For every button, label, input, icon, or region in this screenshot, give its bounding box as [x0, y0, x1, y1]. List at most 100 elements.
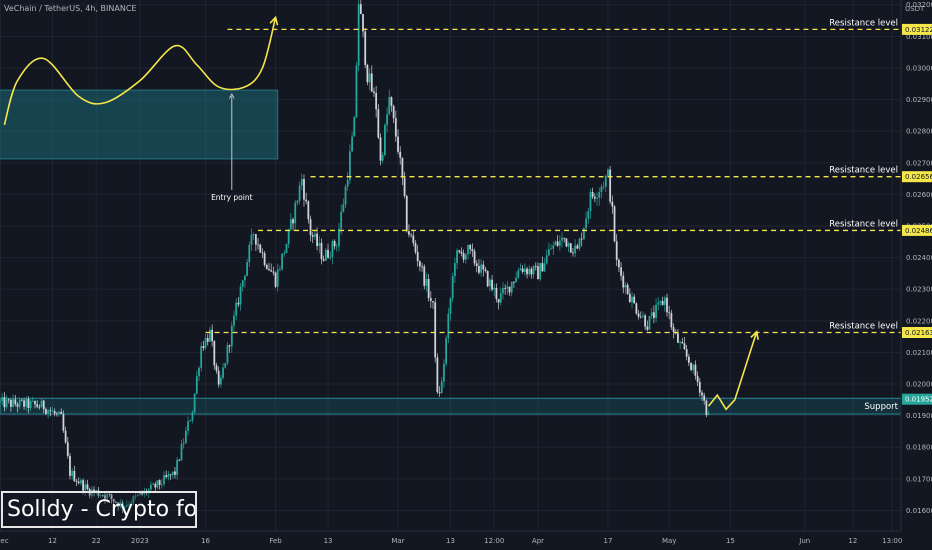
candle-body	[182, 442, 185, 445]
candle-body	[311, 235, 314, 237]
candle-body	[163, 475, 165, 485]
candle-body	[412, 235, 415, 244]
candle-body	[469, 244, 472, 250]
candle-body	[561, 237, 563, 241]
candle-body	[7, 399, 10, 401]
candle-body	[292, 219, 294, 224]
candle-body	[602, 186, 605, 188]
candle-body	[101, 495, 104, 497]
candle-body	[31, 401, 34, 402]
candle-body	[532, 266, 535, 275]
candle-body	[211, 329, 214, 342]
candle-body	[604, 176, 607, 187]
candle-body	[104, 495, 106, 499]
candle-body	[156, 480, 159, 488]
annotations: Entry point	[3, 15, 759, 411]
candle-body	[154, 483, 157, 488]
candle-body	[471, 249, 474, 252]
current-price-tag	[902, 393, 932, 405]
candle-body	[552, 245, 555, 249]
candle-body	[506, 286, 509, 289]
candle-body	[357, 4, 360, 66]
candle-body	[283, 253, 286, 254]
candle-body	[425, 279, 428, 286]
candle-body	[692, 364, 695, 371]
candle-body	[125, 504, 128, 507]
candle-body	[265, 264, 268, 269]
candle-body	[635, 303, 638, 314]
candle-body	[296, 200, 299, 203]
time-axis[interactable]: ec 12 22 2023 16 Feb 13 Mar 13 12:00 Apr 17 May 15 Jun…	[0, 530, 932, 550]
candle-body	[29, 401, 32, 409]
candle-body	[64, 430, 67, 443]
candle-body	[344, 186, 347, 205]
candle-body	[42, 400, 45, 410]
chart-title: VeChain / TetherUS, 4h, BINANCE	[4, 4, 137, 13]
candle-body	[530, 268, 533, 275]
candle-body	[611, 201, 614, 207]
time-tick-label: Feb	[269, 537, 282, 545]
candle-body	[683, 343, 686, 350]
candle-body	[139, 492, 141, 495]
candle-body	[305, 199, 308, 202]
time-axis-bg	[0, 531, 932, 550]
candle-body	[222, 367, 224, 378]
candle-body	[661, 301, 664, 306]
candle-body	[287, 229, 290, 244]
candle-body	[429, 298, 432, 302]
candle-body	[279, 269, 281, 270]
candle-body	[228, 345, 231, 347]
candle-body	[327, 249, 329, 258]
time-tick-label: Apr	[532, 537, 544, 545]
time-tick-label: ec	[0, 537, 8, 545]
time-tick-label: 13	[446, 537, 455, 545]
candle-body	[97, 490, 100, 496]
candle-body	[71, 470, 74, 476]
level-price-tag-label: 0.02486	[905, 227, 932, 235]
candle-body	[106, 493, 109, 499]
candle-body	[434, 302, 437, 358]
time-tick-label: 17	[603, 537, 612, 545]
candle-body	[149, 484, 152, 490]
candle-body	[534, 266, 537, 268]
candle-body	[285, 243, 288, 254]
candle-body	[3, 397, 6, 408]
candle-body	[34, 401, 36, 405]
candle-body	[176, 459, 179, 475]
candle-body	[475, 263, 478, 267]
candle-body	[307, 201, 310, 220]
candle-body	[366, 65, 369, 83]
candle-body	[572, 252, 574, 254]
price-axis-bg	[901, 0, 932, 550]
candle-body	[410, 234, 413, 236]
candle-body	[244, 275, 246, 281]
candle-body	[25, 398, 28, 407]
candle-body	[707, 413, 710, 416]
candle-body	[303, 179, 305, 200]
candle-body	[14, 399, 17, 405]
candle-body	[364, 31, 367, 66]
candle-body	[464, 254, 467, 260]
candle-body	[254, 234, 257, 245]
level-price-tag-label: 0.02656	[905, 173, 932, 181]
projection-path	[707, 331, 758, 411]
candle-body	[204, 337, 207, 349]
level-price-tag	[902, 171, 932, 183]
candle-body	[318, 242, 321, 247]
candle-body	[628, 293, 631, 303]
candle-body	[110, 494, 113, 500]
candle-body	[62, 414, 65, 431]
candle-body	[548, 249, 550, 256]
projection-arrow-head	[750, 330, 759, 340]
candle-body	[456, 250, 458, 264]
candle-body	[195, 376, 198, 394]
candle-body	[436, 357, 439, 393]
candle-body	[694, 364, 697, 376]
time-tick-label: 15	[726, 537, 735, 545]
